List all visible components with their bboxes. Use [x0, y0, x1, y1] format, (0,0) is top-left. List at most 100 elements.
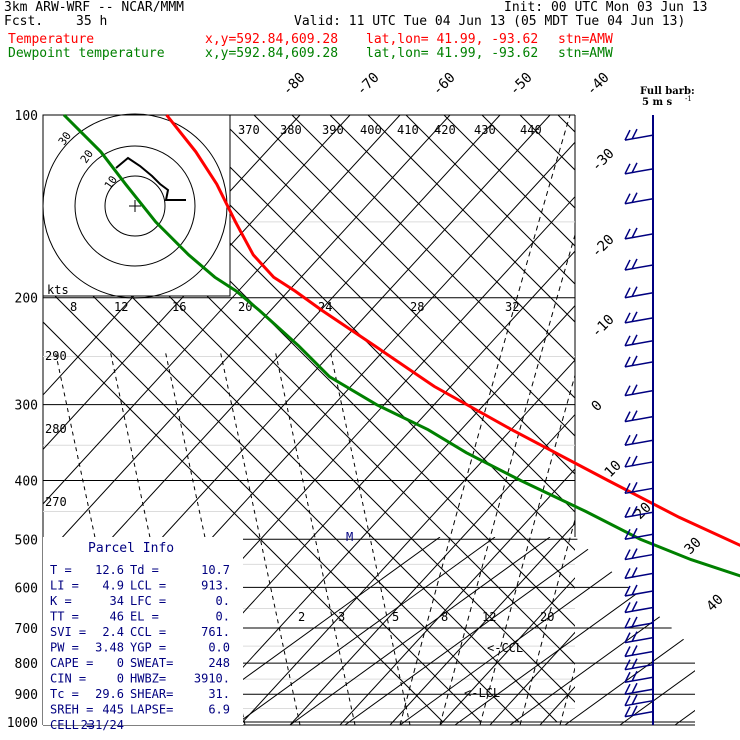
wind-barb [624, 572, 654, 580]
wind-barb-feather [631, 548, 638, 559]
parcel-key: SREH = [50, 703, 93, 717]
forecast-label: Fcst. [4, 14, 44, 29]
parcel-key: SVI = [50, 625, 86, 639]
wind-barb-feather [631, 162, 638, 174]
pressure-tick-label: 800 [15, 657, 38, 672]
wind-barb [624, 699, 654, 707]
wind-barb-feather [631, 694, 638, 706]
wind-barb-feather [624, 632, 631, 643]
lower-isotherm [564, 537, 695, 725]
pressure-tick-label: 400 [15, 474, 38, 489]
isotherm [43, 245, 520, 723]
temp-xy: x,y=592.84,609.28 [205, 32, 339, 47]
parcel-key: LCL = [130, 579, 166, 593]
moist-adiabat [519, 517, 575, 725]
barb-legend-sup: -1 [685, 95, 692, 103]
isotherm-label: -50 [507, 70, 536, 99]
parcel-box [43, 537, 243, 725]
dry-adiabat [690, 115, 740, 725]
wind-barb [624, 233, 654, 240]
mixing-ratio-line [274, 349, 356, 725]
wind-barb-feather [624, 385, 631, 397]
parcel-value: 248 [208, 656, 230, 670]
theta-label: 370 [238, 123, 260, 137]
isotherm [139, 115, 575, 551]
dry-adiabat [43, 115, 501, 614]
wind-barb-feather [631, 128, 638, 140]
lower-isotherm [399, 537, 661, 725]
isotherm [367, 115, 575, 323]
header: 3km ARW-WRF -- NCAR/MMM Init: 00 UTC Mon… [0, 0, 740, 70]
parcel-value: 10.7 [201, 563, 230, 577]
parcel-key: PW = [50, 641, 79, 655]
wind-barb-feather [624, 602, 631, 613]
temperature-line [165, 114, 740, 547]
dew-xy: x,y=592.84,609.28 [205, 46, 339, 61]
parcel-value: 0 [117, 656, 124, 670]
mixing-ratio-label: 28 [410, 300, 424, 314]
parcel-value: 0. [216, 594, 230, 608]
dry-adiabat [289, 413, 575, 725]
isotherm-label: -40 [584, 70, 613, 99]
wind-barb [624, 134, 654, 141]
forecast-hour: 35 h [76, 14, 108, 29]
parcel-key: LI = [50, 579, 79, 593]
mixing-ratio-label: 8 [70, 300, 77, 314]
wind-barb [624, 553, 654, 561]
moist-adiabat [559, 666, 575, 725]
pressure-tick-label: 700 [15, 622, 38, 637]
parcel-value: 31. [208, 687, 230, 701]
wind-barb-feather [624, 671, 631, 683]
mixing-ratio-label: 20 [540, 610, 554, 624]
theta-label-left: 270 [45, 495, 67, 509]
parcel-key: K = [50, 594, 72, 608]
parcel-value: 29.6 [95, 687, 124, 701]
wind-barb [624, 264, 654, 271]
wind-barb [624, 439, 654, 446]
lower-isotherm [289, 537, 551, 725]
lower-grid-group [179, 537, 695, 725]
wind-barb-feather [624, 528, 631, 540]
wind-barb [624, 606, 654, 614]
parcel-key: SHEAR= [130, 687, 173, 701]
wind-barb [624, 511, 654, 519]
wind-barb-feather [631, 286, 638, 298]
wind-barb-feather [631, 527, 638, 539]
wind-barb-feather [624, 434, 631, 446]
mixing-ratio-label: 2 [298, 610, 305, 624]
wind-barb-feather [624, 506, 631, 518]
wind-barb-feather [631, 601, 638, 612]
mixing-ratio-label: 3 [338, 610, 345, 624]
speed-ring-label: 20 [78, 147, 96, 165]
isotherm-label: -70 [354, 70, 383, 99]
moist-adiabat [399, 115, 571, 725]
parcel-key: YGP = [130, 641, 166, 655]
isotherm [253, 115, 575, 437]
moist-adiabat [479, 373, 575, 725]
hodo-unit-label: kts [47, 283, 69, 297]
wind-barb-feather [624, 568, 631, 579]
wind-barb [624, 622, 654, 629]
wind-barb-feather [624, 695, 631, 707]
moist-adiabat [600, 115, 740, 725]
parcel-value: 0.0 [208, 641, 230, 655]
parcel-value: 3910. [194, 672, 230, 686]
wind-barb-feather [631, 631, 638, 642]
dry-adiabat [339, 468, 575, 725]
profiles [62, 113, 740, 578]
wind-barbs [624, 115, 654, 725]
parcel-value: 913. [201, 579, 230, 593]
wind-barb [624, 676, 654, 683]
dew-stn: stn=AMW [558, 46, 613, 61]
wind-barb-feather [624, 549, 631, 560]
lower-isotherm [619, 537, 695, 725]
wind-barb-feather [624, 287, 631, 299]
wind-barb-feather [631, 645, 638, 656]
wind-barb [624, 291, 654, 299]
lower-isotherm [509, 537, 695, 725]
wind-barb-feather [624, 411, 631, 422]
parcel-key: CCL = [130, 625, 166, 639]
dry-adiabat [640, 115, 740, 725]
dry-adiabat [389, 522, 575, 725]
parcel-value: 12.6 [95, 563, 124, 577]
